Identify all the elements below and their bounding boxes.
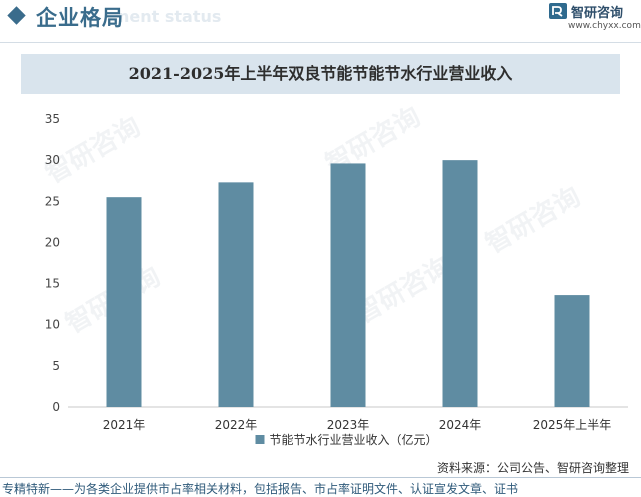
y-tick-label: 5 [52,359,60,373]
x-tick-label: 2025年上半年 [533,418,612,432]
header-ghost-text: nent status [118,7,222,26]
x-tick-label: 2023年 [327,418,370,432]
brand-name: 智研咨询 [571,6,624,21]
bar [442,160,478,407]
y-tick-label: 10 [45,318,60,332]
source-note: 资料来源：公司公告、智研咨询整理 [436,461,629,475]
footer-divider [0,477,641,478]
y-tick-label: 15 [45,277,60,291]
legend-label: 节能节水行业营业收入（亿元） [270,432,438,447]
y-tick-label: 30 [45,153,60,167]
y-tick-label: 25 [45,194,60,208]
x-tick-label: 2021年 [103,418,146,432]
bar [218,182,254,407]
section-title: 企业格局 [36,6,124,30]
y-tick-label: 0 [52,400,60,414]
brand-url: www.chyxx.com [568,21,641,31]
x-tick-label: 2024年 [439,418,482,432]
bar [330,163,366,407]
chart-title: 2021-2025年上半年双良节能节能节水行业营业收入 [128,64,513,83]
legend-swatch [255,435,265,444]
bar [106,197,142,407]
header-divider [0,42,641,43]
page-header: nent status 企业格局 智研咨询 www.chyxx.com [0,0,641,40]
x-tick-label: 2022年 [215,418,258,432]
footer-slogan: 专精特新——为各类企业提供市占率相关材料，包括报告、市占率证明文件、认证宣发文章… [2,482,519,496]
chart-title-band: 2021-2025年上半年双良节能节能节水行业营业收入 [21,54,620,94]
y-tick-label: 35 [45,112,60,126]
y-tick-label: 20 [45,235,60,249]
bar [554,295,590,407]
brand-logo-icon [549,3,567,19]
